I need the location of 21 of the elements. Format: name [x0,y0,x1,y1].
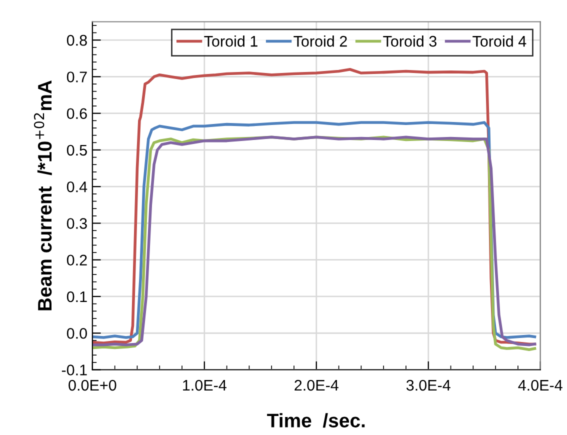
legend-label: Toroid 4 [472,36,526,47]
y-tick-label: 0.3 [66,218,87,229]
y-tick-label: 0.2 [66,254,87,266]
x-tick-label: 2.0E-4 [294,380,338,391]
y-tick-label: 0.5 [66,144,87,156]
y-axis-title: Beam current /*10$^{+02}$mA [34,80,52,310]
y-tick-label: -0.1 [62,364,87,376]
y-tick-label: 0.4 [66,181,88,192]
y-tick-label: 0.8 [66,34,87,46]
legend-label: Toroid 2 [294,36,347,47]
x-tick-label: 1.0E-4 [183,380,226,391]
x-tick-label: 3.0E-4 [406,380,450,391]
y-tick-label: 0.6 [66,108,87,120]
legend-label: Toroid 3 [383,36,436,47]
y-tick-label: 0.7 [66,72,87,82]
y-tick-label: 0.0 [66,328,87,339]
legend-label: Toroid 1 [204,36,258,47]
x-tick-label: 4.0E-4 [518,380,562,391]
x-axis-title: Time /sec. [267,413,365,428]
x-tick-label: 0.0E+0 [68,380,116,391]
y-tick-label: 0.1 [66,291,87,302]
